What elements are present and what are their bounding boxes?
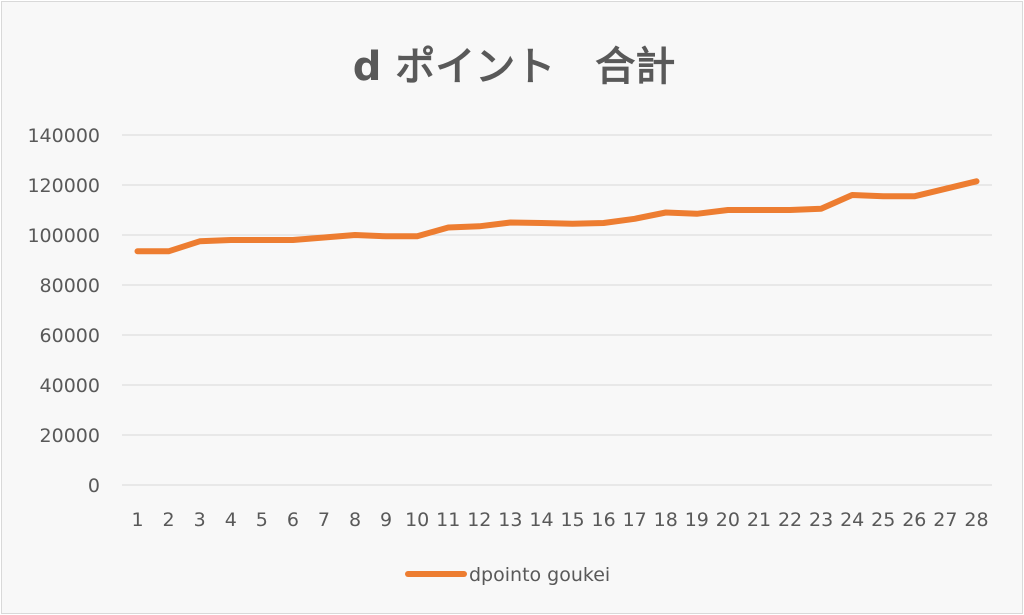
x-tick-label: 5 xyxy=(256,509,268,531)
x-tick-label: 20 xyxy=(716,509,740,531)
chart-title: d ポイント 合計 xyxy=(353,44,676,90)
y-tick-label: 20000 xyxy=(40,425,100,447)
x-tick-label: 23 xyxy=(809,509,833,531)
x-tick-label: 25 xyxy=(871,509,895,531)
x-tick-label: 2 xyxy=(163,509,175,531)
x-tick-label: 3 xyxy=(194,509,206,531)
x-tick-label: 4 xyxy=(225,509,237,531)
x-tick-label: 15 xyxy=(560,509,584,531)
x-tick-label: 8 xyxy=(349,509,361,531)
x-tick-label: 21 xyxy=(747,509,771,531)
series-line xyxy=(134,178,980,255)
x-tick-label: 26 xyxy=(902,509,926,531)
y-tick-label: 0 xyxy=(88,475,100,497)
x-tick-label: 14 xyxy=(529,509,553,531)
legend-label: dpointo goukei xyxy=(469,564,610,586)
x-tick-label: 28 xyxy=(964,509,988,531)
series-lines xyxy=(134,178,980,255)
x-tick-label: 13 xyxy=(498,509,522,531)
y-tick-label: 100000 xyxy=(27,225,100,247)
y-axis-ticks: 0 20000 40000 60000 80000 100000 120000 140000 xyxy=(27,125,100,497)
y-tick-label: 40000 xyxy=(40,375,100,397)
x-tick-label: 17 xyxy=(623,509,647,531)
x-tick-label: 27 xyxy=(933,509,957,531)
x-tick-label: 18 xyxy=(654,509,678,531)
legend: dpointo goukei xyxy=(405,564,610,586)
x-tick-label: 6 xyxy=(287,509,299,531)
x-tick-label: 7 xyxy=(318,509,330,531)
x-tick-label: 16 xyxy=(592,509,616,531)
gridlines xyxy=(122,134,992,486)
y-tick-label: 80000 xyxy=(40,275,100,297)
x-tick-label: 1 xyxy=(131,509,143,531)
x-axis-ticks: 1 2 3 4 5 6 7 8 9 10 11 12 13 14 15 16 17 18 19 20 21 22 23 24 2… xyxy=(131,509,988,531)
x-tick-label: 24 xyxy=(840,509,864,531)
x-tick-label: 22 xyxy=(778,509,802,531)
x-tick-label: 9 xyxy=(380,509,392,531)
x-tick-label: 11 xyxy=(436,509,460,531)
y-tick-label: 120000 xyxy=(27,175,100,197)
x-tick-label: 10 xyxy=(405,509,429,531)
x-tick-label: 19 xyxy=(685,509,709,531)
y-tick-label: 60000 xyxy=(40,325,100,347)
y-tick-label: 140000 xyxy=(27,125,100,147)
x-tick-label: 12 xyxy=(467,509,491,531)
